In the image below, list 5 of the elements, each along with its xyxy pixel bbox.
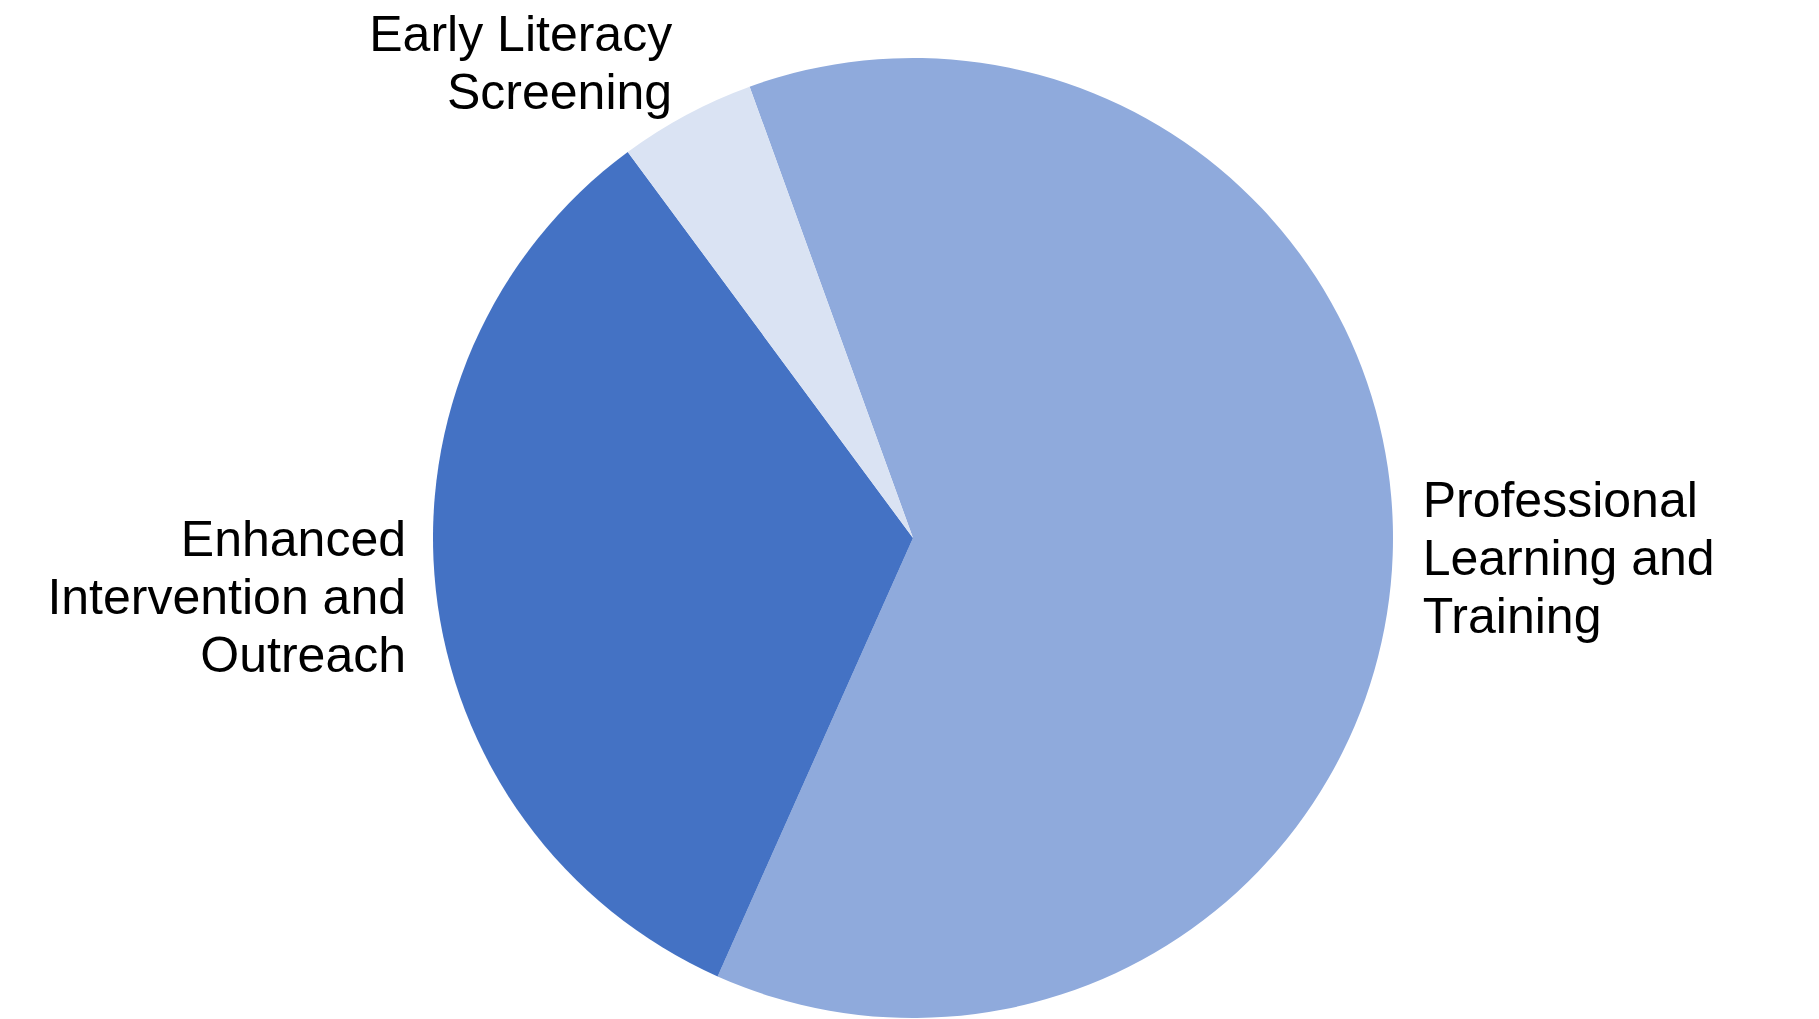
slice-label: Early Literacy Screening [369,5,673,120]
pie-slice [717,58,1393,1018]
slice-label: Enhanced Intervention and Outreach [47,511,406,684]
pie-slice [433,151,913,977]
slice-label: Professional Learning and Training [1422,471,1715,644]
